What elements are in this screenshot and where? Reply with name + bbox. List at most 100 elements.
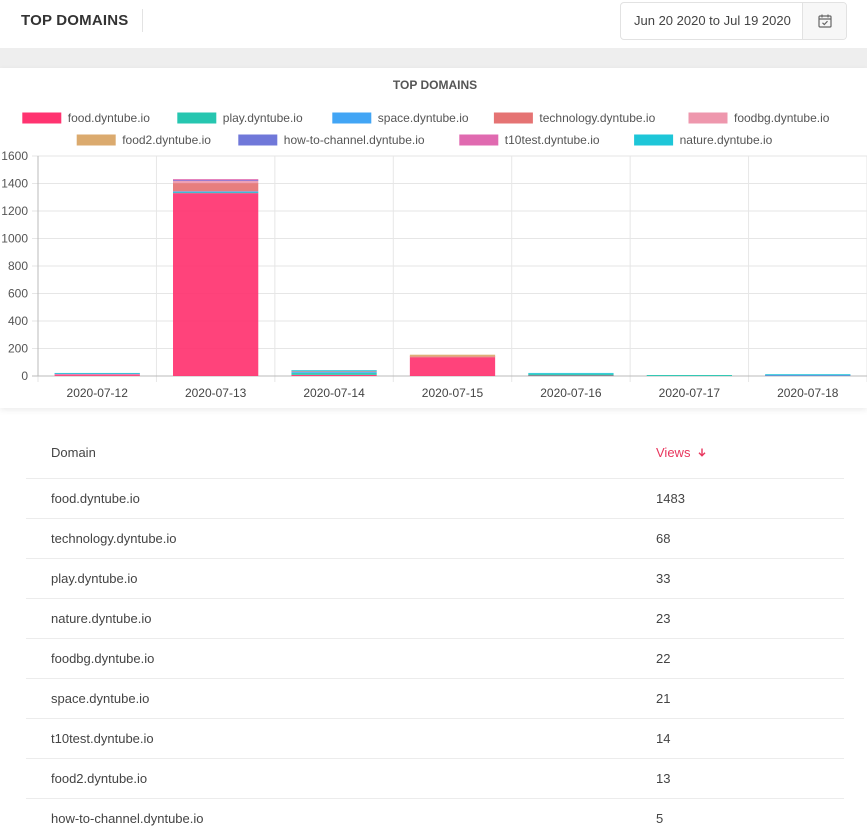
page-header: TOP DOMAINS Jun 20 2020 to Jul 19 2020 [0,0,867,48]
views-cell: 23 [656,611,671,626]
y-tick-label: 0 [21,369,28,383]
views-cell: 68 [656,531,671,546]
chart-card: TOP DOMAINS food.dyntube.io play.dyntube.… [0,68,867,408]
bar-segment [291,374,377,376]
domain-cell: food2.dyntube.io [51,771,148,786]
table-row[interactable]: technology.dyntube.io 68 [26,519,844,559]
bar-segment [291,370,377,372]
chart-grid [32,155,867,382]
bar-segment [54,374,140,376]
legend-swatch [21,111,63,125]
bar-segment [173,193,259,376]
y-tick-label: 1600 [1,149,28,163]
legend-swatch [458,133,500,147]
x-tick-label: 2020-07-18 [777,386,839,400]
views-cell: 13 [656,771,671,786]
legend-swatch [237,133,279,147]
y-tick-label: 800 [8,259,28,273]
calendar-check-icon [818,14,832,28]
y-tick-label: 1000 [1,232,28,246]
column-header-views[interactable]: Views [656,445,706,460]
views-cell: 21 [656,691,671,706]
bar-segment [173,181,259,184]
bar-segment [173,183,259,192]
views-cell: 33 [656,571,671,586]
table-row[interactable]: food.dyntube.io 1483 [26,479,844,519]
bar-segment [291,370,377,372]
bar-segment [765,374,851,376]
calendar-button[interactable] [802,3,846,39]
bar-segment [409,354,496,357]
legend-label: how-to-channel.dyntube.io [284,133,425,147]
bar-segment [409,357,496,376]
legend-swatch [75,133,117,147]
chart-bars [54,179,851,376]
views-cell: 22 [656,651,671,666]
bar-segment [765,374,851,376]
table-row[interactable]: t10test.dyntube.io 14 [26,719,844,759]
column-header-domain[interactable]: Domain [51,445,96,460]
legend-swatch [492,111,534,125]
legend-swatch [687,111,729,125]
views-cell: 14 [656,731,671,746]
table-row[interactable]: space.dyntube.io 21 [26,679,844,719]
bar-segment [409,356,496,358]
page-title: TOP DOMAINS [21,12,129,29]
bar-segment [291,372,377,375]
bar-segment [173,191,259,193]
domain-cell: foodbg.dyntube.io [51,651,155,666]
stacked-bar-chart: TOP DOMAINS food.dyntube.io play.dyntube.… [1,78,867,400]
domain-cell: technology.dyntube.io [51,531,177,546]
legend-label: food2.dyntube.io [122,133,211,147]
section-separator [0,48,867,68]
bar-segment [173,180,259,182]
legend-label: t10test.dyntube.io [505,133,600,147]
bar-segment [173,179,259,181]
x-tick-label: 2020-07-12 [67,386,129,400]
chart-title: TOP DOMAINS [393,78,477,92]
table-row[interactable]: food2.dyntube.io 13 [26,759,844,799]
bar-segment [528,373,614,376]
legend-swatch [176,111,218,125]
bar-segment [528,372,614,374]
table-row[interactable]: how-to-channel.dyntube.io 5 [26,799,844,838]
date-range-input[interactable]: Jun 20 2020 to Jul 19 2020 [634,13,791,28]
y-tick-label: 600 [8,287,28,301]
y-tick-label: 1200 [1,204,28,218]
bar-segment [291,371,377,373]
arrow-down-icon [698,445,706,460]
table-row[interactable]: nature.dyntube.io 23 [26,599,844,639]
legend-label: play.dyntube.io [223,111,303,125]
x-tick-label: 2020-07-16 [540,386,602,400]
y-tick-label: 1400 [1,177,28,191]
table-row[interactable]: foodbg.dyntube.io 22 [26,639,844,679]
bar-segment [646,375,732,376]
date-range-picker[interactable]: Jun 20 2020 to Jul 19 2020 [620,2,847,40]
legend-label: space.dyntube.io [378,111,469,125]
legend-label: nature.dyntube.io [680,133,773,147]
x-tick-label: 2020-07-15 [422,386,484,400]
domain-cell: nature.dyntube.io [51,611,152,626]
table-header-row: Domain Views [26,424,844,479]
bar-segment [54,372,140,374]
legend-swatch [331,111,373,125]
column-header-views-label: Views [656,445,691,460]
legend-label: food.dyntube.io [68,111,150,125]
domain-cell: food.dyntube.io [51,491,140,506]
x-tick-label: 2020-07-14 [303,386,365,400]
y-axis: 0 200 400 600 800 1000 1200 1400 1600 [1,149,28,383]
domain-cell: play.dyntube.io [51,571,138,586]
bar-segment [54,375,140,376]
domain-cell: how-to-channel.dyntube.io [51,811,204,826]
views-cell: 5 [656,811,664,826]
domain-cell: t10test.dyntube.io [51,731,154,746]
table-row[interactable]: play.dyntube.io 33 [26,559,844,599]
legend-label: technology.dyntube.io [539,111,655,125]
x-axis: 2020-07-12 2020-07-13 2020-07-14 2020-07-15… [67,386,839,400]
y-tick-label: 400 [8,314,28,328]
y-tick-label: 200 [8,342,28,356]
chart-legend: food.dyntube.io play.dyntube.io space.dynt… [21,111,830,147]
bar-segment [173,192,259,194]
domains-table: Domain Views food.dyntube.io 1483 technolo… [26,424,844,838]
legend-swatch [633,133,675,147]
